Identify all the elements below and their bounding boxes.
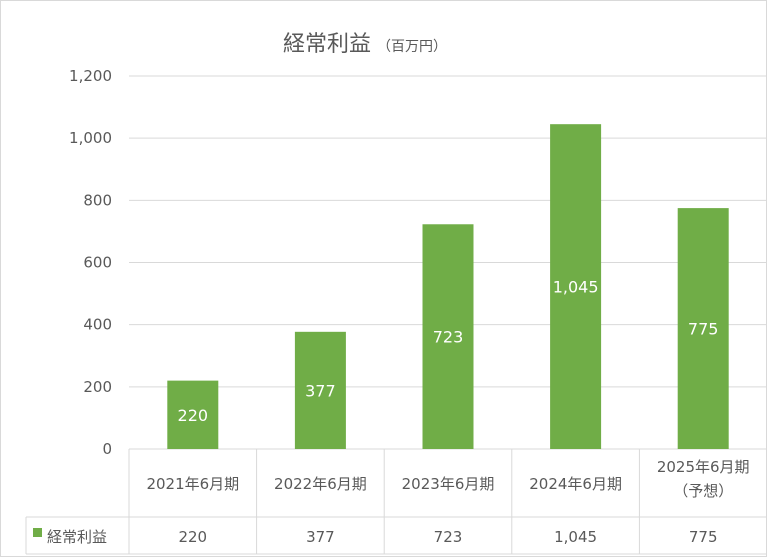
- bar: [422, 224, 474, 449]
- x-category-label: 2021年6月期: [146, 475, 239, 493]
- bar: [550, 124, 602, 449]
- bar-data-label: 377: [305, 381, 336, 400]
- x-category-label: 2022年6月期: [274, 475, 367, 493]
- bar-data-label: 775: [688, 320, 719, 339]
- y-tick-label: 0: [102, 440, 112, 458]
- x-category-label: （予想）: [673, 482, 733, 500]
- y-tick-label: 1,000: [69, 129, 112, 147]
- bar: [167, 380, 219, 449]
- chart-title: 経常利益 （百万円）: [283, 32, 447, 57]
- legend-label: 経常利益: [47, 528, 107, 546]
- legend-swatch: [33, 528, 42, 537]
- table-value: 723: [434, 528, 463, 546]
- table-value: 377: [306, 528, 335, 546]
- y-tick-label: 200: [83, 378, 112, 396]
- x-category-label: 2024年6月期: [529, 475, 622, 493]
- chart-title-unit: （百万円）: [377, 39, 447, 55]
- bar-data-label: 1,045: [553, 278, 599, 297]
- x-category-label: 2023年6月期: [402, 475, 495, 493]
- y-tick-label: 800: [83, 191, 112, 209]
- y-tick-label: 600: [83, 254, 112, 272]
- table-value: 775: [689, 528, 718, 546]
- bar-data-label: 220: [178, 406, 209, 425]
- bar-data-label: 723: [433, 328, 464, 347]
- chart-title-main: 経常利益: [283, 32, 371, 57]
- x-category-label: 2025年6月期: [657, 458, 750, 476]
- y-tick-label: 400: [83, 316, 112, 334]
- bar: [677, 208, 729, 449]
- table-value: 1,045: [554, 528, 597, 546]
- table-value: 220: [178, 528, 207, 546]
- y-tick-label: 1,200: [69, 67, 112, 85]
- bar: [294, 331, 346, 449]
